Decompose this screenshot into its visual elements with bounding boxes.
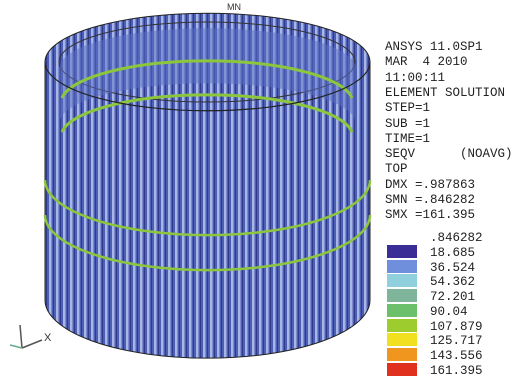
info-line: SMN =.846282 (385, 193, 475, 207)
legend-swatch (387, 348, 417, 361)
legend-swatch (387, 245, 417, 258)
legend-swatch (387, 289, 417, 302)
info-line: TIME=1 (385, 132, 430, 146)
info-line: SMX =161.395 (385, 208, 475, 222)
info-line: ANSYS 11.0SP1 (385, 40, 483, 54)
legend-swatch (387, 363, 417, 376)
info-line: SEQV (NOAVG) (385, 147, 513, 161)
axis-x-label: X (44, 332, 51, 344)
legend-label: 90.04 (430, 305, 468, 319)
legend-min-label: .846282 (430, 231, 483, 245)
info-line: SUB =1 (385, 117, 430, 131)
screenshot: MN X ANSYS 11.0SP1MAR 4 2010 11:00:11ELEM… (0, 0, 518, 383)
legend-label: 54.362 (430, 275, 475, 289)
info-line: DMX =.987863 (385, 178, 475, 192)
legend-swatch (387, 333, 417, 346)
cylinder-view (0, 0, 380, 383)
legend-label: 18.685 (430, 246, 475, 260)
legend-swatch (387, 319, 417, 332)
info-line: MAR 4 2010 (385, 55, 468, 69)
legend-label: 143.556 (430, 349, 483, 363)
info-line: ELEMENT SOLUTION (385, 86, 505, 100)
legend-label: 107.879 (430, 320, 483, 334)
legend-swatch (387, 304, 417, 317)
axis-x (22, 340, 42, 348)
axis-y (20, 325, 22, 348)
mn-label: MN (227, 2, 241, 12)
info-line: STEP=1 (385, 101, 430, 115)
info-line: TOP (385, 162, 408, 176)
legend-label: 72.201 (430, 290, 475, 304)
axis-z (10, 345, 22, 348)
legend-label: 36.524 (430, 261, 475, 275)
legend-swatch (387, 274, 417, 287)
legend-label: 125.717 (430, 334, 483, 348)
legend-swatch (387, 260, 417, 273)
legend-label: 161.395 (430, 364, 483, 378)
info-line: 11:00:11 (385, 71, 445, 85)
